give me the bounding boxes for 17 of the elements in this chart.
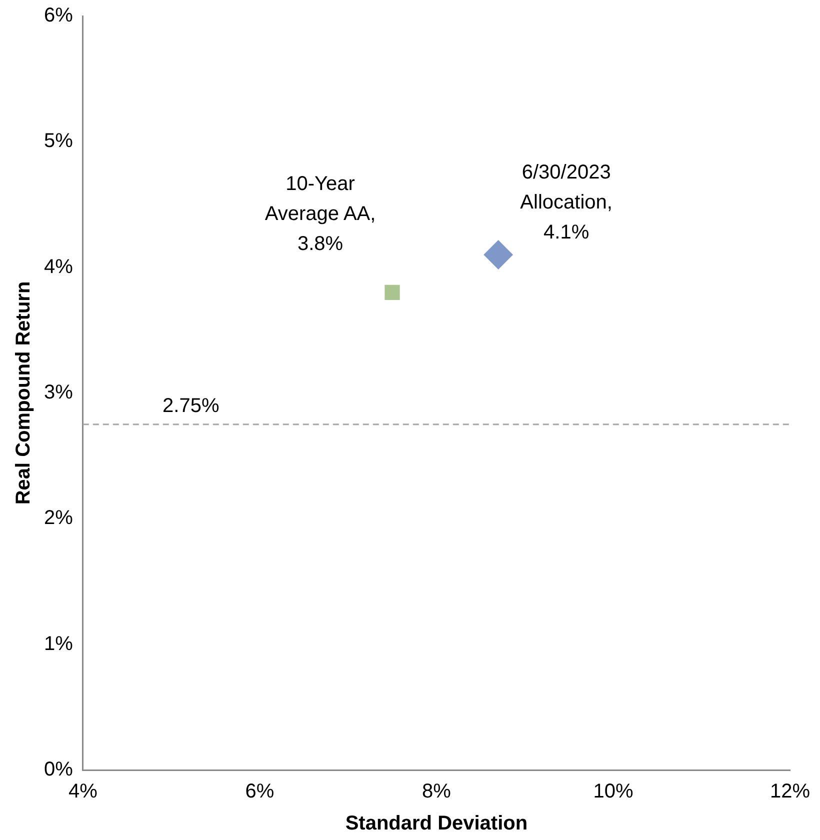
x-axis-title: Standard Deviation (345, 812, 528, 835)
x-tick-label: 6% (245, 780, 274, 803)
x-tick-label: 12% (770, 780, 810, 803)
annotation: 10-Year Average AA, 3.8% (264, 172, 376, 255)
annotation: 6/30/2023 Allocation, 4.1% (520, 161, 612, 244)
y-tick-label: 3% (44, 382, 74, 404)
x-tick-label: 8% (422, 780, 452, 803)
y-tick-label: 6% (44, 4, 74, 27)
y-tick-label: 2% (44, 507, 74, 530)
y-axis-title: Real Compound Return (12, 281, 35, 505)
x-tick-label: 10% (593, 780, 634, 803)
y-tick-label: 1% (44, 632, 74, 655)
y-tick-label: 4% (44, 256, 74, 278)
x-tick-label: 4% (68, 780, 98, 803)
ref-line-label: 2.75% (162, 394, 220, 417)
y-tick-label: 0% (44, 758, 74, 781)
y-tick-label: 5% (44, 130, 74, 152)
